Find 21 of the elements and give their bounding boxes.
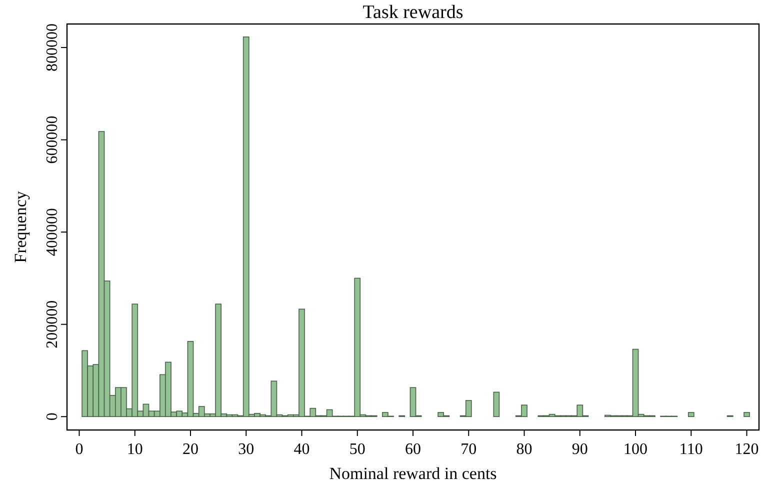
y-tick-label: 0 [44, 412, 61, 421]
y-tick-label: 200000 [44, 300, 61, 348]
x-tick-label: 50 [349, 441, 366, 458]
y-axis-title: Frequency [11, 190, 30, 263]
x-tick-label: 90 [572, 441, 588, 458]
y-tick-label: 600000 [44, 116, 61, 164]
y-tick-label: 800000 [44, 24, 61, 72]
x-tick-label: 110 [679, 441, 703, 458]
x-axis-title: Nominal reward in cents [329, 464, 497, 483]
y-tick-label: 400000 [44, 208, 61, 256]
chart-title: Task rewards [362, 2, 464, 23]
x-tick-label: 100 [624, 441, 648, 458]
x-tick-label: 40 [294, 441, 310, 458]
x-tick-label: 30 [238, 441, 254, 458]
x-tick-label: 10 [126, 441, 143, 458]
x-tick-label: 60 [405, 441, 421, 458]
x-tick-label: 70 [460, 441, 477, 458]
x-tick-label: 20 [182, 441, 198, 458]
x-tick-label: 120 [734, 441, 759, 458]
x-tick-label: 0 [75, 441, 84, 458]
x-tick-label: 80 [516, 441, 532, 458]
